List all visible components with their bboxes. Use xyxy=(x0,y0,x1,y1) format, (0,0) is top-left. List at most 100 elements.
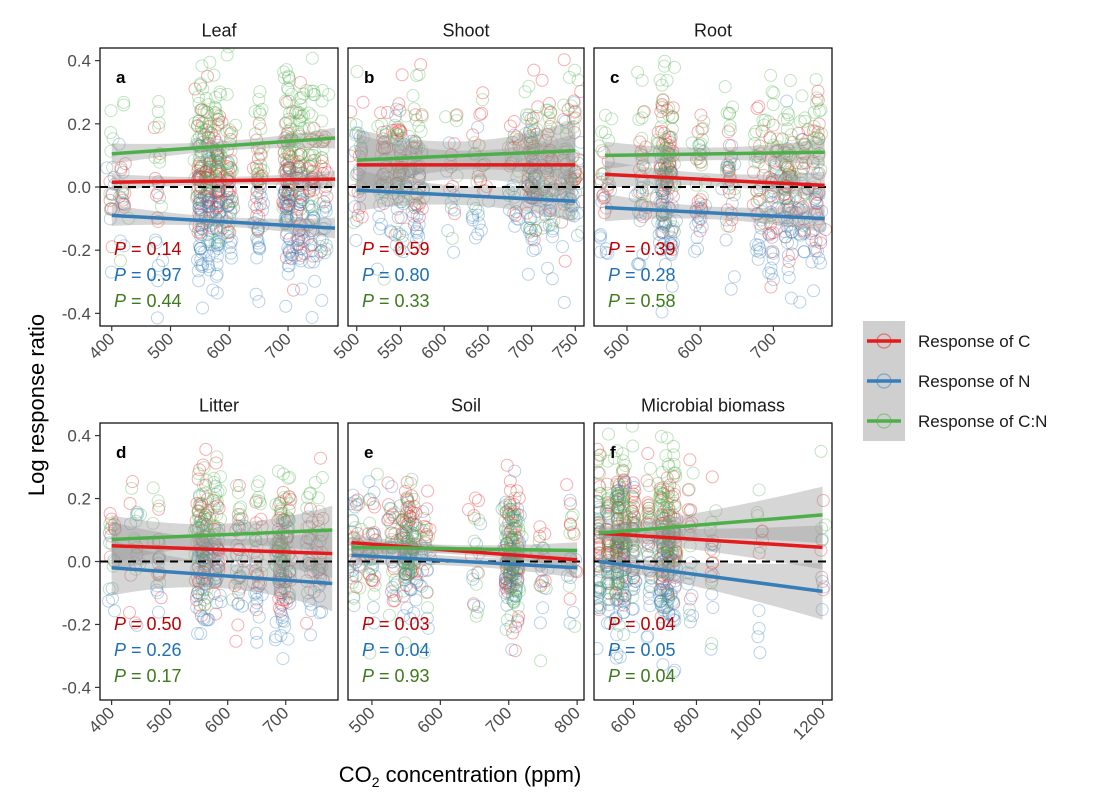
data-point xyxy=(476,86,490,100)
data-point xyxy=(666,546,680,560)
data-point xyxy=(765,172,779,186)
data-point xyxy=(281,160,295,174)
regression-line xyxy=(111,213,336,230)
data-point xyxy=(316,528,330,542)
data-point xyxy=(658,190,672,204)
data-point xyxy=(503,570,517,584)
data-point xyxy=(403,513,417,527)
data-point xyxy=(235,551,249,565)
data-point xyxy=(658,257,672,271)
data-point xyxy=(609,651,623,665)
data-point xyxy=(615,498,629,512)
x-tick-label: 500 xyxy=(144,329,177,362)
data-point xyxy=(277,199,291,213)
data-point xyxy=(753,646,767,660)
p-value-label: P = 0.50 xyxy=(114,614,182,634)
data-point xyxy=(662,459,676,473)
data-point xyxy=(524,161,538,175)
data-point xyxy=(208,520,222,534)
data-point xyxy=(815,574,829,588)
data-point xyxy=(201,193,215,207)
data-point xyxy=(769,165,783,179)
data-point xyxy=(500,598,514,612)
data-point xyxy=(196,479,210,493)
data-point xyxy=(253,494,267,508)
data-point xyxy=(280,558,294,572)
data-point xyxy=(196,565,210,579)
data-point xyxy=(195,518,209,532)
data-point xyxy=(302,122,316,136)
data-point xyxy=(468,136,482,150)
data-point xyxy=(810,207,824,221)
data-point xyxy=(390,132,404,146)
data-point xyxy=(594,516,605,530)
data-point xyxy=(237,554,251,568)
data-point xyxy=(406,209,420,223)
data-point xyxy=(563,592,577,606)
data-point xyxy=(809,234,823,248)
data-point xyxy=(194,258,208,272)
data-point xyxy=(277,513,291,527)
data-point xyxy=(348,500,362,514)
data-point xyxy=(303,502,317,516)
data-point xyxy=(504,565,518,579)
data-point xyxy=(524,223,538,237)
data-point xyxy=(654,167,668,181)
data-point xyxy=(543,195,557,209)
data-point xyxy=(656,138,670,152)
data-point xyxy=(403,583,417,597)
data-point xyxy=(510,130,524,144)
data-point xyxy=(722,159,736,173)
data-point xyxy=(282,175,296,189)
data-point xyxy=(154,200,168,214)
data-point xyxy=(506,507,520,521)
data-point xyxy=(254,512,268,526)
p-value-symbol: P xyxy=(114,666,126,686)
data-point xyxy=(643,564,657,578)
data-point xyxy=(200,613,214,627)
data-point xyxy=(523,211,537,225)
data-point xyxy=(392,177,406,191)
data-point xyxy=(662,592,676,606)
data-point xyxy=(542,97,556,111)
data-point xyxy=(392,97,406,111)
data-point xyxy=(749,149,763,163)
data-point xyxy=(293,92,307,106)
data-point xyxy=(189,137,203,151)
p-value-label: P = 0.33 xyxy=(362,291,430,311)
data-point xyxy=(594,584,605,598)
data-point xyxy=(195,571,209,585)
data-point xyxy=(811,125,825,139)
data-point xyxy=(508,208,522,222)
data-point xyxy=(201,136,215,150)
data-point xyxy=(617,473,631,487)
data-point xyxy=(191,264,205,278)
data-point xyxy=(594,601,604,615)
data-point xyxy=(154,591,168,605)
data-point xyxy=(509,583,523,597)
data-point xyxy=(509,195,523,209)
data-point xyxy=(386,594,400,608)
data-point xyxy=(498,577,512,591)
data-point xyxy=(301,556,315,570)
data-point xyxy=(390,225,404,239)
data-point xyxy=(817,580,831,594)
data-point xyxy=(600,559,614,573)
data-point xyxy=(507,132,521,146)
data-point xyxy=(541,562,555,576)
y-tick-label: -0.2 xyxy=(62,241,91,260)
p-value-text: = 0.39 xyxy=(620,239,676,259)
data-point xyxy=(641,496,655,510)
data-point xyxy=(376,132,390,146)
data-point xyxy=(653,583,667,597)
data-point xyxy=(531,134,545,148)
data-point xyxy=(779,149,793,163)
data-point xyxy=(725,139,739,153)
data-point xyxy=(308,475,322,489)
data-point xyxy=(560,176,574,190)
legend-label: Response of C:N xyxy=(918,412,1047,431)
data-point xyxy=(401,568,415,582)
data-point xyxy=(667,60,681,74)
data-point xyxy=(526,135,540,149)
data-point xyxy=(303,148,317,162)
